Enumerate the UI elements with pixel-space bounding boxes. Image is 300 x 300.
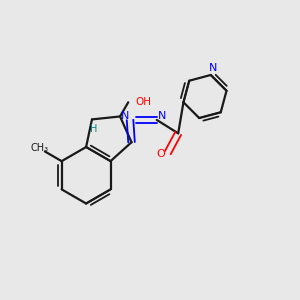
Text: N: N bbox=[158, 111, 166, 122]
Text: CH₃: CH₃ bbox=[31, 143, 49, 153]
Text: H: H bbox=[90, 124, 97, 134]
Text: N: N bbox=[121, 111, 129, 122]
Text: O: O bbox=[156, 149, 165, 159]
Text: N: N bbox=[209, 63, 217, 74]
Text: OH: OH bbox=[136, 97, 152, 107]
